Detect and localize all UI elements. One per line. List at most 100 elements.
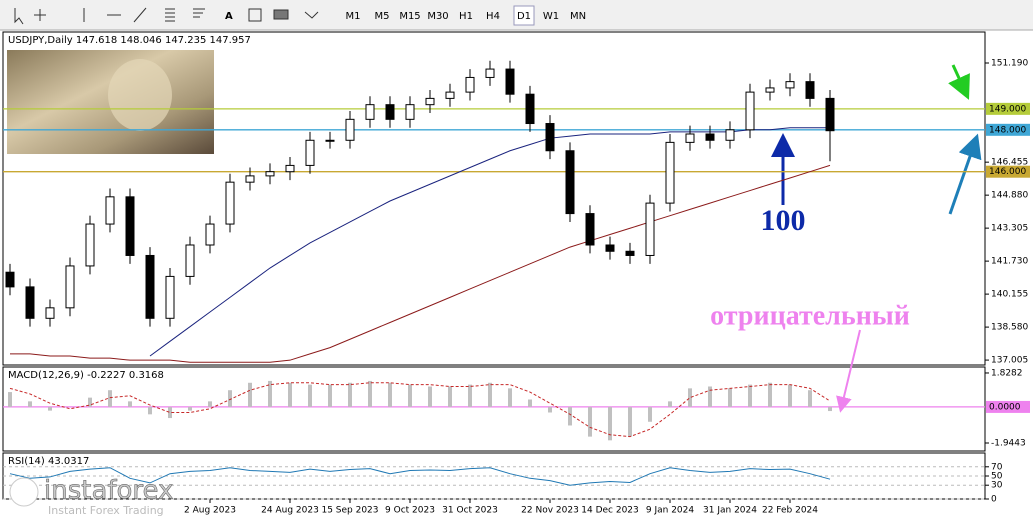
macd-bar — [568, 406, 572, 426]
candle-body — [705, 133, 715, 141]
x-tick-label: 9 Oct 2023 — [385, 506, 435, 516]
candle-body — [565, 150, 575, 215]
x-tick-label: 31 Jan 2024 — [703, 506, 757, 516]
macd-bar — [668, 401, 672, 407]
timeframe-button[interactable]: M1 — [346, 11, 361, 22]
level-label: 149.000 — [989, 104, 1026, 114]
logo-icon — [9, 477, 39, 507]
macd-bar — [348, 382, 352, 407]
macd-bar — [8, 392, 12, 407]
timeframe-button[interactable]: D1 — [517, 11, 531, 22]
candle-body — [285, 164, 295, 173]
macd-bar — [548, 406, 552, 413]
y-tick-label: 50 — [991, 472, 1003, 482]
logo-name: instaforex — [44, 476, 173, 506]
candle-body — [585, 213, 595, 246]
arrow-blue — [948, 133, 982, 215]
y-tick-label: 1.8282 — [991, 368, 1023, 378]
timeframe-button[interactable]: M30 — [427, 11, 448, 22]
macd-bar — [288, 382, 292, 407]
macd-bar — [528, 399, 532, 407]
macd-bar — [768, 382, 772, 407]
timeframe-button[interactable]: W1 — [543, 11, 559, 22]
macd-bar — [328, 384, 332, 407]
y-tick-label: 138.580 — [991, 323, 1028, 333]
candle-body — [165, 275, 175, 319]
timeframe-button[interactable]: MN — [570, 11, 586, 22]
macd-bar — [448, 386, 452, 407]
level-box — [986, 123, 1030, 136]
y-tick-label: 144.880 — [991, 191, 1028, 201]
candle-body — [645, 202, 655, 256]
candle-body — [205, 223, 215, 246]
macd-bar — [488, 382, 492, 407]
y-tick-label: 137.005 — [991, 356, 1028, 366]
candle-body — [145, 254, 155, 319]
macd-bar — [828, 406, 832, 412]
x-tick-label: 22 Feb 2024 — [762, 506, 818, 516]
timeframe-button[interactable]: M5 — [375, 11, 390, 22]
annotation: 100 — [761, 204, 806, 237]
candle-body — [185, 244, 195, 277]
moving-average — [10, 164, 831, 363]
main-panel — [2, 31, 986, 366]
candle-body — [425, 97, 435, 106]
candle-body — [265, 171, 275, 177]
candle-body — [665, 141, 675, 204]
rsi-title: RSI(14) 43.0317 — [8, 456, 89, 467]
macd-bar — [648, 406, 652, 422]
macd-bar — [588, 406, 592, 437]
macd-bar — [168, 406, 172, 419]
macd-bar — [608, 406, 612, 441]
x-tick-label: 2 Aug 2023 — [184, 506, 236, 516]
timeframe-button[interactable]: H4 — [486, 11, 500, 22]
y-tick-label: 151.190 — [991, 58, 1028, 68]
macd-bar — [128, 401, 132, 407]
y-tick-label: 140.155 — [991, 290, 1028, 300]
macd-title: MACD(12,26,9) -0.2227 0.3168 — [8, 370, 164, 381]
svg-text:A: A — [225, 11, 233, 22]
candle-body — [765, 87, 775, 93]
y-tick-label: 141.730 — [991, 257, 1028, 267]
timeframe-button[interactable]: H1 — [459, 11, 473, 22]
candle-body — [345, 118, 355, 141]
y-tick-label: -1.9443 — [991, 439, 1026, 449]
macd-bar — [268, 380, 272, 407]
candle-body — [545, 123, 555, 152]
candle-body — [685, 133, 695, 143]
y-tick-label: 0 — [991, 495, 997, 505]
macd-bar — [408, 384, 412, 407]
candle-body — [85, 223, 95, 267]
rsi-line — [9, 467, 831, 486]
candle-body — [465, 76, 475, 93]
x-tick-label: 24 Aug 2023 — [261, 506, 319, 516]
macd-bar — [108, 390, 112, 407]
y-tick-label: 146.455 — [991, 158, 1028, 168]
main-title: USDJPY,Daily 147.618 148.046 147.235 147… — [8, 35, 251, 46]
candle-body — [485, 68, 495, 78]
macd-bar — [708, 386, 712, 407]
x-tick-label: 22 Nov 2023 — [521, 506, 579, 516]
macd-bar — [388, 382, 392, 407]
active-timeframe — [513, 5, 535, 26]
candle-body — [505, 68, 515, 95]
x-tick-label: 14 Dec 2023 — [581, 506, 639, 516]
x-tick-label: 15 Sep 2023 — [321, 506, 378, 516]
macd-bar — [28, 401, 32, 407]
candle-body — [785, 81, 795, 89]
timeframe-button[interactable]: M15 — [399, 11, 420, 22]
candle-body — [245, 175, 255, 183]
macd-bar — [808, 390, 812, 407]
candle-body — [5, 271, 15, 288]
macd-bar — [48, 406, 52, 411]
logo: instaforex Instant Forex Trading — [9, 475, 174, 517]
arrow-pink — [836, 329, 861, 413]
candle-body — [45, 307, 55, 319]
candle-body — [225, 181, 235, 225]
y-tick-label: 143.305 — [991, 224, 1028, 234]
tool-icons[interactable]: A — [14, 7, 319, 25]
candle-body — [745, 91, 755, 131]
candle-body — [525, 93, 535, 125]
